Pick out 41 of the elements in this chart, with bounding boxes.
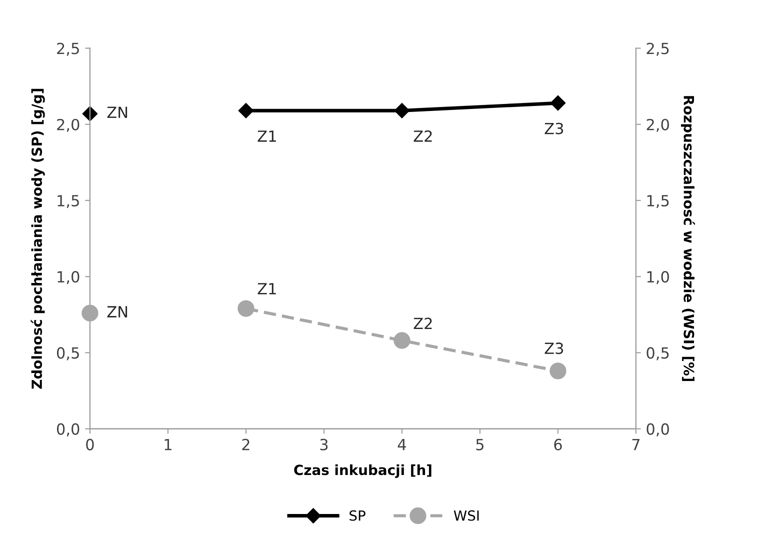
legend-label: SP bbox=[350, 510, 366, 521]
x-tick-label: 4 bbox=[398, 438, 406, 450]
annotation: Z3 bbox=[544, 342, 564, 354]
y-axis-title: Zdolnosć pochłaniania wody (SP) [g/g] bbox=[30, 88, 45, 389]
x-tick-label: 3 bbox=[320, 438, 328, 450]
y-tick-label: 2,5 bbox=[57, 42, 79, 56]
y-tick-label: 0,5 bbox=[56, 347, 79, 360]
x-tick-label: 5 bbox=[476, 438, 484, 450]
y-tick-label: 0,0 bbox=[56, 423, 80, 436]
annotation: ZN bbox=[107, 306, 128, 318]
annotation: Z3 bbox=[544, 122, 564, 134]
point bbox=[82, 304, 98, 322]
annotation: Z1 bbox=[258, 130, 276, 142]
point bbox=[82, 106, 98, 122]
y-tick-label: 1,0 bbox=[58, 271, 80, 284]
y2-tick-label: 2,0 bbox=[646, 118, 669, 132]
x-axis-title: Czas inkubacji [h] bbox=[294, 464, 432, 478]
x-tick-label: 2 bbox=[242, 438, 250, 450]
y2-tick-label: 1,0 bbox=[647, 271, 669, 284]
x-tick-label: 7 bbox=[632, 438, 640, 450]
y2-tick-label: 2,5 bbox=[646, 42, 669, 56]
annotation: Z2 bbox=[414, 318, 432, 329]
point bbox=[238, 103, 254, 118]
point bbox=[238, 300, 254, 317]
annotation: ZN bbox=[107, 106, 128, 118]
x-tick-label: 0 bbox=[86, 438, 94, 450]
y-tick-label: 1,5 bbox=[58, 195, 79, 208]
y2-axis-title: Rozpuszczalnosć w wodzie (WSI) [%] bbox=[680, 96, 695, 382]
annotation: Z2 bbox=[414, 130, 432, 142]
y2-tick-label: 0,0 bbox=[646, 423, 669, 436]
x-tick-label: 1 bbox=[164, 438, 172, 450]
y2-tick-label: 1,5 bbox=[647, 195, 669, 208]
y-tick-label: 2,0 bbox=[57, 118, 80, 132]
point bbox=[550, 362, 566, 380]
x-tick-label: 6 bbox=[554, 438, 562, 450]
y2-tick-label: 0,5 bbox=[646, 347, 669, 360]
annotation: Z1 bbox=[258, 283, 276, 294]
point bbox=[550, 95, 566, 111]
legend-label: WSI bbox=[454, 510, 479, 521]
point bbox=[394, 103, 410, 118]
point bbox=[394, 332, 410, 349]
